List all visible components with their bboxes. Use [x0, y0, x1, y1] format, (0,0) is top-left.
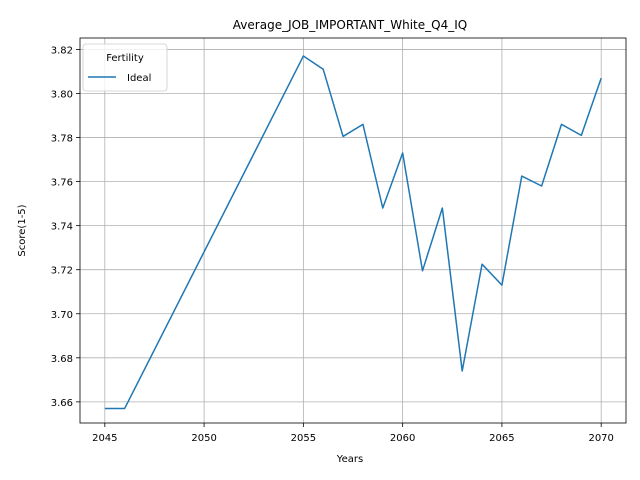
legend-box [82, 43, 168, 92]
y-axis-ticks: 3.66 3.68 3.70 3.72 3.74 3.76 3.78 3.80 3.82 [51, 45, 80, 409]
x-tick-label: 2045 [92, 433, 117, 444]
legend-title: Fertility [106, 53, 144, 64]
y-axis-label: Score(1-5) [17, 204, 28, 256]
x-tick-label: 2060 [390, 433, 415, 444]
plot-frame [79, 37, 627, 424]
series-line-ideal [104, 55, 602, 410]
y-tick-label: 3.70 [51, 310, 73, 321]
x-tick-label: 2070 [588, 433, 613, 444]
y-tick-label: 3.72 [51, 266, 73, 277]
x-axis-label: Years [336, 454, 363, 465]
grid [80, 38, 626, 423]
y-tick-label: 3.82 [51, 45, 73, 56]
y-tick-label: 3.76 [51, 178, 73, 189]
x-axis-ticks: 2045 2050 2055 2060 2065 2070 [92, 423, 614, 444]
chart-title: Average_JOB_IMPORTANT_White_Q4_IQ [233, 18, 467, 32]
y-tick-label: 3.80 [51, 90, 73, 101]
y-tick-label: 3.74 [51, 222, 73, 233]
x-tick-label: 2055 [291, 433, 316, 444]
x-tick-label: 2050 [191, 433, 216, 444]
y-tick-label: 3.66 [51, 398, 73, 409]
series-layer [104, 55, 602, 410]
legend: Fertility Ideal [82, 43, 168, 92]
legend-label-ideal: Ideal [127, 73, 151, 84]
y-tick-label: 3.68 [51, 354, 73, 365]
x-tick-label: 2065 [489, 433, 514, 444]
y-tick-label: 3.78 [51, 134, 73, 145]
